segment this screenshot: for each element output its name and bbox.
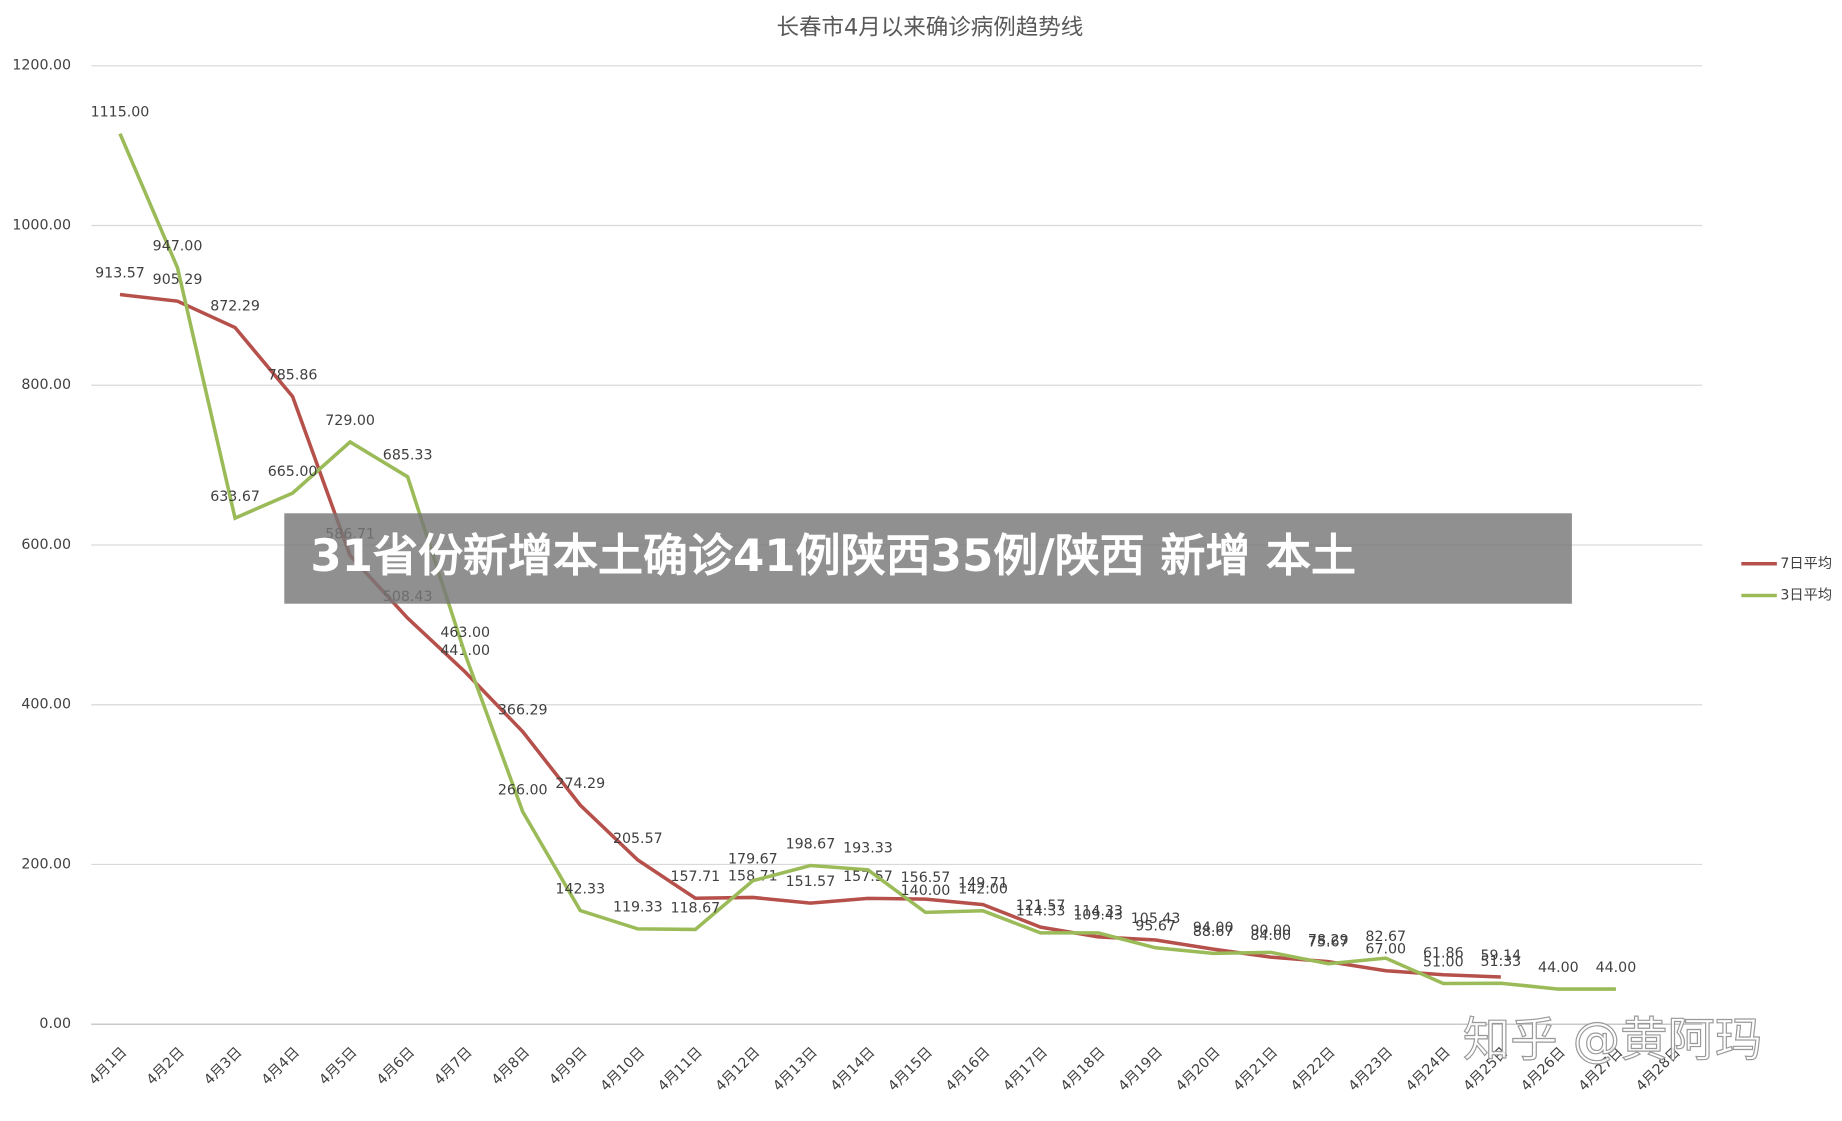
value-label: 151.57 (786, 874, 836, 890)
value-label: 193.33 (843, 841, 893, 857)
value-label: 140.00 (901, 883, 951, 899)
value-label: 198.67 (786, 836, 836, 852)
value-label: 105.43 (1131, 911, 1181, 927)
value-label: 947.00 (153, 239, 203, 255)
value-label: 44.00 (1538, 960, 1579, 976)
value-label: 67.00 (1365, 942, 1406, 958)
value-label: 266.00 (498, 783, 548, 799)
value-label: 913.57 (95, 265, 145, 281)
value-label: 274.29 (555, 776, 605, 792)
value-label: 61.86 (1423, 946, 1464, 962)
y-tick-label: 1000.00 (12, 218, 71, 234)
value-label: 114.33 (1073, 904, 1123, 920)
y-tick-label: 400.00 (21, 697, 71, 713)
y-tick-label: 800.00 (21, 377, 71, 393)
chart-title: 长春市4月以来确诊病例趋势线 (776, 15, 1083, 41)
value-label: 905.29 (153, 272, 203, 288)
value-label: 149.71 (958, 876, 1008, 892)
value-label: 785.86 (268, 367, 318, 383)
value-label: 121.57 (1016, 898, 1066, 914)
y-tick-label: 1200.00 (12, 58, 71, 74)
value-label: 157.57 (843, 869, 893, 885)
value-label: 82.67 (1365, 929, 1406, 945)
value-label: 142.00 (958, 882, 1008, 898)
value-label: 95.67 (1135, 919, 1176, 935)
value-label: 156.57 (901, 870, 951, 886)
value-label: 179.67 (728, 852, 778, 868)
value-label: 59.14 (1481, 948, 1522, 964)
banner-text: 31省份新增本土确诊41例陕西35例/陕西 新增 本土 (310, 529, 1356, 582)
value-label: 685.33 (383, 448, 433, 464)
value-label: 366.29 (498, 703, 548, 719)
value-label: 118.67 (670, 900, 720, 916)
value-label: 75.67 (1308, 935, 1349, 951)
value-label: 51.00 (1423, 954, 1464, 970)
y-tick-label: 200.00 (21, 857, 71, 873)
value-label: 44.00 (1596, 960, 1637, 976)
value-label: 633.67 (210, 489, 260, 505)
value-label: 84.00 (1250, 928, 1291, 944)
value-label: 463.00 (440, 625, 490, 641)
y-tick-label: 0.00 (39, 1016, 71, 1032)
value-label: 157.71 (670, 869, 720, 885)
value-label: 51.33 (1481, 954, 1522, 970)
value-label: 158.71 (728, 868, 778, 884)
value-label: 142.33 (555, 881, 605, 897)
watermark: 知乎 @黄阿玛 (1463, 1013, 1762, 1068)
y-tick-label: 600.00 (21, 537, 71, 553)
value-label: 729.00 (325, 413, 375, 429)
value-label: 94.00 (1193, 920, 1234, 936)
value-label: 114.33 (1016, 904, 1066, 920)
value-label: 872.29 (210, 298, 260, 314)
legend-label: 7日平均 (1780, 556, 1832, 572)
value-label: 109.43 (1073, 908, 1123, 924)
value-label: 90.00 (1250, 923, 1291, 939)
overlay: 31省份新增本土确诊41例陕西35例/陕西 新增 本土 知乎 @黄阿玛 (284, 513, 1763, 1068)
value-label: 78.29 (1308, 933, 1349, 949)
value-label: 1115.00 (91, 105, 150, 121)
banner-box (284, 513, 1572, 604)
line-series (118, 132, 1616, 991)
legend-label: 3日平均 (1780, 588, 1832, 604)
value-label: 205.57 (613, 831, 663, 847)
value-label: 119.33 (613, 900, 663, 916)
value-label: 665.00 (268, 464, 318, 480)
value-label: 88.67 (1193, 924, 1234, 940)
